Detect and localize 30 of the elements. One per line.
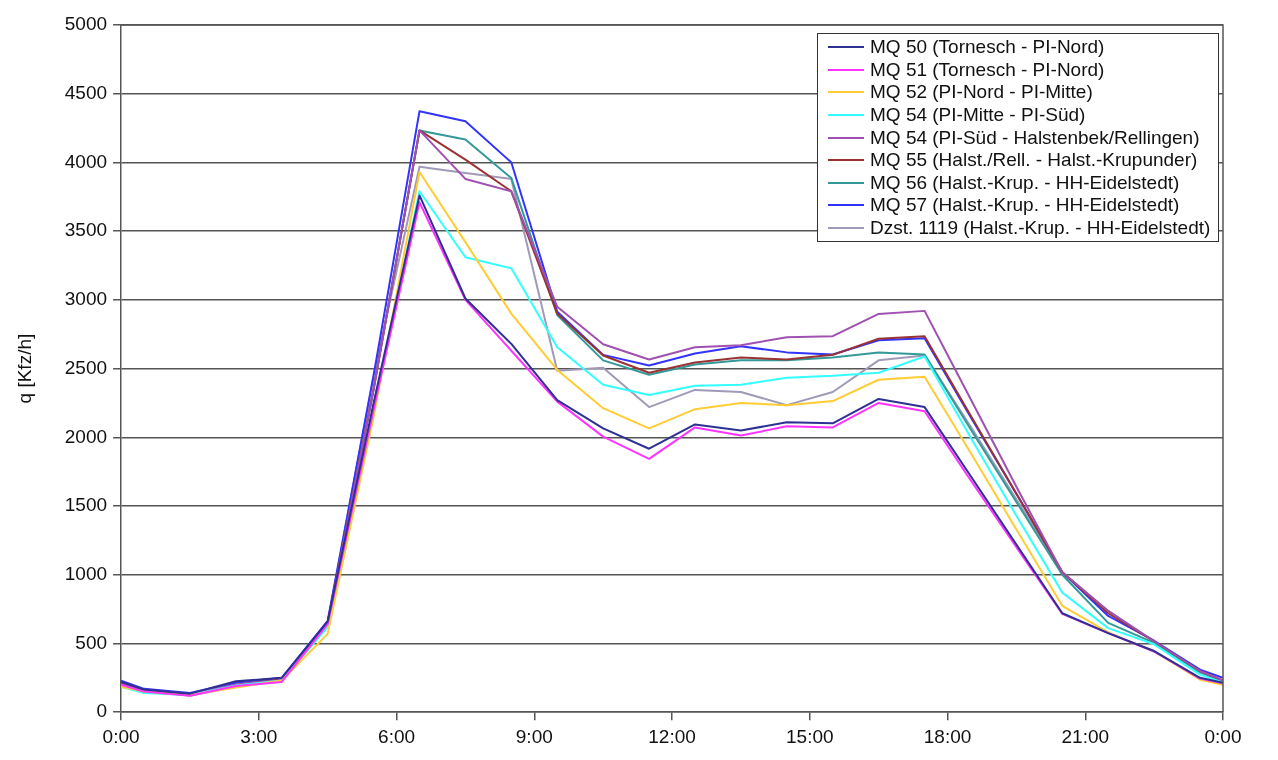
y-tick-label: 1000 [64, 562, 108, 584]
legend-label: MQ 56 (Halst.-Krup. - HH-Eidelstedt) [870, 171, 1180, 194]
y-tick-label: 1500 [64, 494, 108, 516]
x-tick-label: 15:00 [786, 725, 834, 747]
legend-label: Dzst. 1119 (Halst.-Krup. - HH-Eidelstedt) [870, 217, 1211, 240]
x-tick-label: 3:00 [240, 725, 278, 747]
y-tick-label: 2000 [64, 425, 108, 447]
legend-label: MQ 55 (Halst./Rell. - Halst.-Krupunder) [870, 149, 1198, 172]
x-tick-label: 18:00 [923, 725, 972, 747]
x-tick-label: 12:00 [648, 725, 696, 747]
y-tick-label: 0 [96, 700, 108, 722]
x-tick-label: 6:00 [378, 725, 416, 747]
x-tick-label: 0:00 [1204, 725, 1242, 747]
x-tick-label: 21:00 [1061, 725, 1110, 747]
legend-label: MQ 51 (Tornesch - PI-Nord) [870, 58, 1105, 81]
x-tick-label: 9:00 [515, 725, 553, 747]
y-tick-label: 2500 [64, 356, 108, 378]
y-tick-label: 3000 [64, 288, 108, 310]
legend-label: MQ 54 (PI-Süd - Halstenbek/Rellingen) [870, 126, 1200, 149]
y-tick-label: 4500 [64, 81, 108, 103]
y-axis-title: q [Kfz/h] [13, 333, 35, 404]
y-tick-label: 4000 [64, 150, 108, 172]
x-tick-label: 0:00 [102, 725, 140, 747]
y-tick-label: 5000 [64, 13, 108, 35]
y-tick-label: 500 [75, 631, 108, 653]
legend-label: MQ 52 (PI-Nord - PI-Mitte) [870, 81, 1093, 104]
legend-label: MQ 57 (Halst.-Krup. - HH-Eidelstedt) [870, 194, 1180, 217]
y-tick-label: 3500 [64, 219, 108, 241]
legend-label: MQ 54 (PI-Mitte - PI-Süd) [870, 104, 1086, 127]
legend-label: MQ 50 (Tornesch - PI-Nord) [870, 36, 1105, 59]
